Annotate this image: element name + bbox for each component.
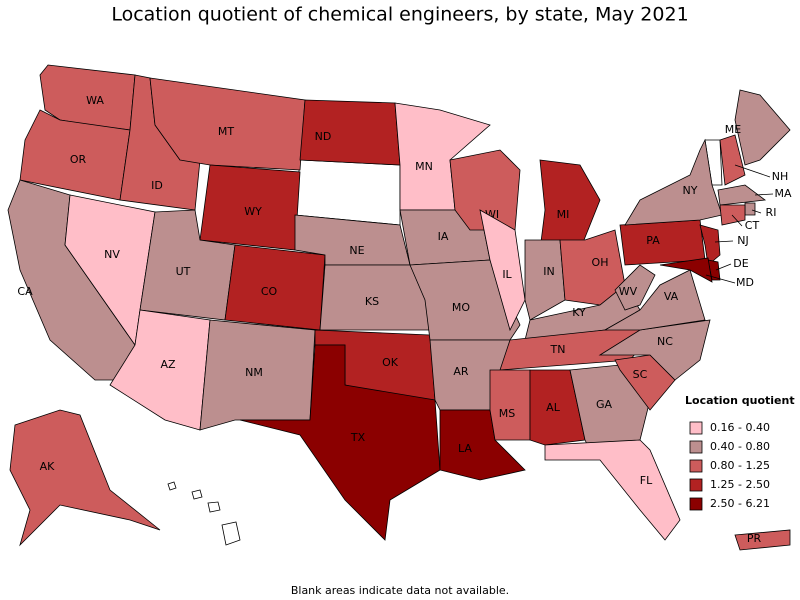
state-label: MN bbox=[415, 160, 433, 173]
leader-line bbox=[754, 193, 774, 196]
state bbox=[239, 344, 441, 541]
state bbox=[717, 184, 767, 206]
state-label: ND bbox=[315, 130, 332, 143]
leader-line bbox=[715, 263, 732, 271]
legend-swatch bbox=[689, 459, 703, 473]
state-label: MO bbox=[452, 301, 470, 314]
state-label: WA bbox=[86, 94, 104, 107]
state-label: IA bbox=[438, 230, 449, 243]
state-label: IL bbox=[502, 268, 512, 281]
state-label: CA bbox=[17, 285, 33, 298]
state-label: AL bbox=[546, 401, 561, 414]
state-label: NJ bbox=[737, 234, 748, 247]
state-label: OH bbox=[592, 256, 609, 269]
state-label: ME bbox=[725, 123, 741, 136]
state-label: NM bbox=[245, 366, 263, 379]
state-label: UT bbox=[176, 265, 191, 278]
state-label: NE bbox=[349, 244, 364, 257]
state bbox=[489, 369, 531, 441]
state bbox=[659, 257, 713, 283]
state bbox=[614, 264, 656, 311]
state-blank bbox=[294, 159, 401, 226]
state bbox=[9, 409, 161, 547]
leader-line bbox=[731, 214, 743, 227]
state bbox=[734, 89, 791, 166]
state-label: NV bbox=[104, 248, 120, 261]
legend-label: 0.16 - 0.40 bbox=[710, 421, 770, 434]
state bbox=[524, 239, 566, 321]
state-label: AZ bbox=[160, 358, 176, 371]
state-label: PA bbox=[646, 234, 660, 247]
state-label: AK bbox=[40, 460, 56, 473]
state bbox=[479, 209, 526, 332]
legend-label: 0.40 - 0.80 bbox=[710, 440, 770, 453]
map-title: Location quotient of chemical engineers,… bbox=[111, 4, 688, 26]
state-label: SC bbox=[633, 368, 648, 381]
state-label: NH bbox=[772, 170, 789, 183]
state bbox=[539, 159, 601, 251]
state-label: ID bbox=[151, 179, 163, 192]
state-label: MD bbox=[736, 276, 754, 289]
legend-swatch bbox=[689, 497, 703, 511]
state-label: DE bbox=[733, 257, 748, 270]
state-label: RI bbox=[766, 206, 777, 219]
state bbox=[744, 202, 756, 216]
state bbox=[544, 439, 681, 541]
state-label: GA bbox=[596, 398, 613, 411]
legend-swatch bbox=[689, 478, 703, 492]
state-label: OR bbox=[70, 153, 87, 166]
state-label: MA bbox=[774, 187, 791, 200]
state-label: VA bbox=[664, 290, 679, 303]
state-label: LA bbox=[458, 442, 472, 455]
state-label: IN bbox=[543, 265, 554, 278]
state bbox=[614, 354, 676, 411]
state bbox=[529, 369, 586, 446]
state-label: WY bbox=[244, 205, 262, 218]
state-label: WV bbox=[619, 285, 638, 298]
legend-swatch bbox=[689, 421, 703, 435]
state bbox=[699, 224, 721, 266]
legend-label: 0.80 - 1.25 bbox=[710, 459, 770, 472]
leader-line bbox=[734, 164, 771, 178]
state-label: NY bbox=[683, 184, 698, 197]
state-label: MT bbox=[218, 125, 234, 138]
state bbox=[719, 134, 746, 186]
hawaii bbox=[167, 481, 241, 546]
state bbox=[734, 529, 791, 551]
state-label: CO bbox=[261, 285, 278, 298]
state-label: KY bbox=[572, 306, 586, 319]
legend-label: 2.50 - 6.21 bbox=[710, 497, 770, 510]
state-label: PR bbox=[747, 532, 762, 545]
state-label: MS bbox=[499, 407, 515, 420]
state bbox=[624, 138, 723, 226]
state-label: MI bbox=[557, 208, 570, 221]
legend-swatch bbox=[689, 440, 703, 454]
state bbox=[619, 219, 706, 266]
state-label: CT bbox=[745, 219, 760, 232]
state-label: AR bbox=[453, 365, 469, 378]
note: Blank areas indicate data not available. bbox=[291, 584, 509, 597]
state-label: TX bbox=[350, 431, 366, 444]
leader-line bbox=[705, 274, 736, 284]
state-label: KS bbox=[365, 295, 379, 308]
leader-line bbox=[751, 209, 762, 214]
legend-title: Location quotient bbox=[685, 394, 795, 407]
state-label: OK bbox=[382, 356, 399, 369]
leader-line bbox=[714, 240, 734, 243]
state-label: NC bbox=[657, 335, 673, 348]
legend-label: 1.25 - 2.50 bbox=[710, 478, 770, 491]
state-label: TN bbox=[550, 343, 566, 356]
state-label: FL bbox=[640, 474, 653, 487]
